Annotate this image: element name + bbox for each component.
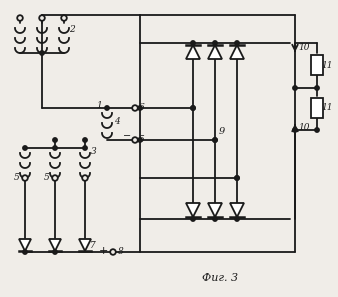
Circle shape [132,105,138,111]
Circle shape [235,176,239,180]
Circle shape [315,128,319,132]
Circle shape [23,146,27,150]
Circle shape [53,146,57,150]
Text: 5: 5 [44,173,50,182]
Circle shape [40,51,44,55]
Polygon shape [208,203,222,217]
Circle shape [138,106,142,110]
Circle shape [52,175,58,181]
Circle shape [191,106,195,110]
Circle shape [138,138,142,142]
Circle shape [17,15,23,21]
Circle shape [235,217,239,221]
Text: 6: 6 [139,103,145,113]
Circle shape [191,41,195,45]
Polygon shape [230,45,244,59]
Text: 11: 11 [321,61,333,69]
Circle shape [213,138,217,142]
Circle shape [53,250,57,254]
Polygon shape [208,45,222,59]
Circle shape [105,106,109,110]
Text: 7: 7 [90,241,96,249]
Text: 2: 2 [69,26,75,34]
Circle shape [132,137,138,143]
Bar [311,55,323,75]
Text: +: + [98,246,108,256]
Text: 5: 5 [14,173,20,182]
Circle shape [110,249,116,255]
Circle shape [22,175,28,181]
Text: 4: 4 [114,118,120,127]
Circle shape [293,86,297,90]
Circle shape [61,15,67,21]
Circle shape [315,86,319,90]
Circle shape [39,15,45,21]
Circle shape [191,106,195,110]
Circle shape [191,217,195,221]
Circle shape [213,217,217,221]
Polygon shape [186,45,200,59]
Bar [311,98,323,118]
Polygon shape [19,239,31,251]
Text: −: − [123,132,131,141]
Text: 3: 3 [91,148,97,157]
Text: 9: 9 [219,127,225,135]
Circle shape [82,175,88,181]
Circle shape [213,41,217,45]
Circle shape [53,138,57,142]
Text: 10: 10 [298,124,310,132]
Text: 5: 5 [139,135,145,145]
Text: 8: 8 [118,247,124,257]
Circle shape [83,138,87,142]
Circle shape [83,146,87,150]
Text: 1: 1 [96,100,102,110]
Text: Фиг. 3: Фиг. 3 [202,273,238,283]
Circle shape [293,128,297,132]
Text: 11: 11 [321,103,333,113]
Polygon shape [49,239,61,251]
Circle shape [235,176,239,180]
Text: 10: 10 [298,43,310,53]
Circle shape [235,41,239,45]
Polygon shape [79,239,91,251]
Polygon shape [230,203,244,217]
Polygon shape [186,203,200,217]
Circle shape [23,250,27,254]
Circle shape [213,138,217,142]
